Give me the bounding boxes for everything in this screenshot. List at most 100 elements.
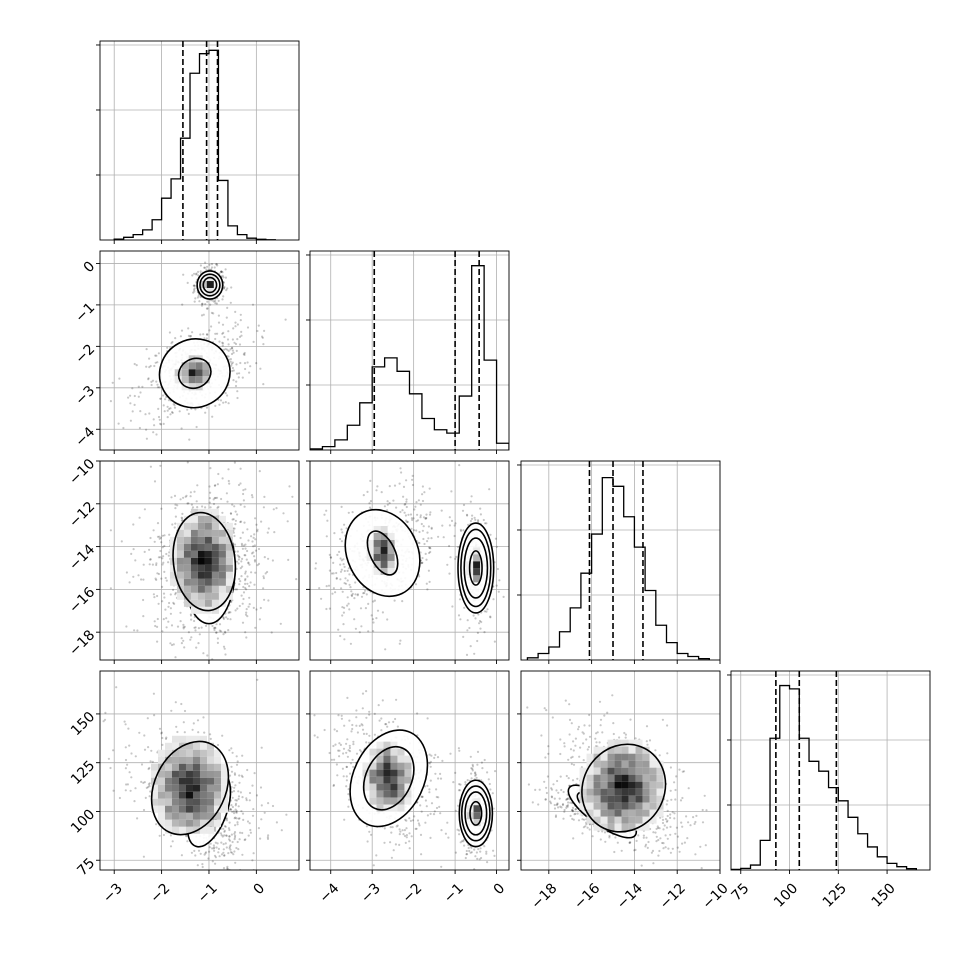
scatter-point (255, 362, 258, 365)
scatter-point (174, 656, 177, 659)
scatter-point (189, 613, 192, 616)
scatter-point (428, 487, 431, 490)
scatter-point (212, 498, 215, 501)
scatter-point (477, 519, 480, 522)
scatter-point (163, 596, 166, 599)
density-cell (171, 798, 179, 806)
scatter-point (160, 541, 163, 544)
scatter-point (236, 372, 239, 375)
scatter-point (326, 519, 329, 522)
scatter-point (353, 618, 356, 621)
scatter-point (201, 505, 204, 508)
density-cell (211, 599, 219, 607)
scatter-point (193, 272, 196, 275)
scatter-point (237, 483, 241, 487)
scatter-point (474, 773, 478, 776)
scatter-point (421, 493, 424, 496)
density-cell (197, 585, 205, 593)
scatter-point (342, 611, 345, 614)
scatter-point (159, 397, 162, 400)
scatter-point (214, 337, 217, 341)
scatter-point (344, 577, 347, 580)
scatter-point (340, 559, 343, 562)
scatter-point (434, 753, 437, 757)
scatter-point (197, 294, 200, 297)
scatter-point (125, 625, 128, 628)
scatter-point (145, 786, 148, 790)
scatter-point (363, 591, 366, 595)
scatter-point (233, 505, 236, 508)
scatter-point (162, 833, 165, 837)
scatter-point (232, 327, 235, 330)
density-cell (164, 826, 172, 834)
scatter-point (414, 583, 418, 586)
scatter-point (214, 841, 217, 844)
density-cell (185, 791, 193, 799)
scatter-point (232, 351, 235, 354)
scatter-point (171, 523, 174, 526)
contour-line (202, 276, 218, 294)
scatter-point (351, 723, 354, 727)
scatter-point (262, 506, 265, 509)
scatter-point (335, 763, 338, 766)
scatter-point (176, 625, 180, 628)
density-cell (183, 578, 191, 586)
density-cell (178, 819, 186, 827)
scatter-point (216, 506, 219, 509)
scatter-point (194, 629, 197, 632)
scatter-point (194, 408, 197, 411)
scatter-point (246, 768, 249, 772)
scatter-point (205, 406, 209, 409)
scatter-point (196, 484, 199, 487)
scatter-point (174, 507, 177, 510)
density-cell (213, 819, 221, 827)
scatter-point (186, 408, 189, 411)
density-cell (199, 735, 207, 743)
scatter-point (161, 630, 164, 633)
scatter-point (132, 548, 135, 551)
scatter-point (142, 781, 145, 785)
scatter-point (208, 263, 211, 266)
scatter-point (253, 583, 256, 586)
scatter-point (256, 678, 259, 681)
density-cell (211, 529, 219, 537)
scatter-point (250, 535, 253, 538)
density-cell (164, 812, 172, 820)
scatter-point (235, 363, 238, 366)
scatter-point (149, 558, 152, 561)
scatter-point (328, 607, 331, 610)
scatter-point (142, 578, 145, 581)
density-cell (380, 539, 388, 547)
scatter-point (253, 772, 256, 775)
scatter-point (182, 623, 185, 627)
scatter-point (245, 608, 248, 611)
scatter-point (128, 581, 131, 584)
scatter-point (138, 731, 141, 734)
scatter-point (334, 743, 337, 746)
density-cell (211, 592, 219, 600)
histogram-panel (306, 250, 510, 454)
scatter-point (234, 588, 237, 591)
contour-line (199, 273, 221, 297)
scatter-point (109, 400, 112, 403)
scatter-point (243, 554, 246, 557)
scatter-point (208, 501, 211, 504)
scatter-point (428, 580, 431, 584)
density-cell (218, 592, 226, 600)
scatter-point (422, 537, 425, 541)
scatter-point (231, 369, 234, 373)
scatter-point (350, 594, 354, 598)
scatter-point (231, 346, 234, 350)
scatter-point (160, 731, 163, 734)
scatter-point (408, 832, 411, 835)
density-cell (199, 791, 207, 799)
scatter-point (430, 527, 433, 530)
scatter-point (234, 784, 237, 787)
scatter-point (218, 623, 222, 626)
scatter-point (239, 503, 242, 506)
scatter-point (476, 750, 480, 754)
scatter-point (441, 524, 444, 527)
scatter-point (473, 848, 476, 851)
scatter-point (334, 591, 337, 594)
scatter-point (209, 506, 212, 509)
